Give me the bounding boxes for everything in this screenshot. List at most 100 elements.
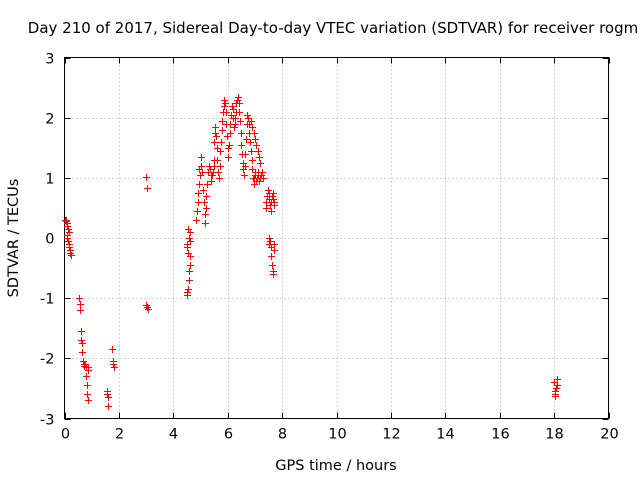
- data-point: [211, 139, 218, 146]
- data-point: [252, 136, 259, 143]
- data-point: [269, 262, 276, 269]
- data-point: [201, 199, 208, 206]
- data-point: [144, 185, 151, 192]
- data-point: [84, 391, 91, 398]
- data-point: [230, 106, 237, 113]
- data-point: [64, 223, 71, 230]
- data-point: [208, 178, 215, 185]
- data-point: [110, 361, 117, 368]
- data-point: [219, 127, 226, 134]
- x-tick-label: 6: [224, 427, 233, 443]
- data-point: [222, 100, 229, 107]
- data-point: [78, 337, 85, 344]
- data-point: [241, 172, 248, 179]
- data-point: [259, 169, 266, 176]
- data-point: [227, 130, 234, 137]
- data-point: [212, 130, 219, 137]
- data-point: [104, 391, 111, 398]
- data-point: [195, 199, 202, 206]
- x-axis-label: GPS time / hours: [275, 458, 396, 474]
- data-point: [194, 208, 201, 215]
- data-point: [225, 145, 232, 152]
- data-point: [248, 118, 255, 125]
- data-point: [213, 133, 220, 140]
- data-point: [143, 174, 150, 181]
- data-point: [223, 109, 230, 116]
- x-tick-label: 18: [545, 427, 563, 443]
- y-axis-label: SDTVAR / TECUs: [6, 179, 22, 298]
- data-point: [196, 166, 203, 173]
- y-tick-labels: -3 -2 -1 0 1 2 3: [40, 52, 54, 429]
- data-point: [232, 115, 239, 122]
- data-point: [554, 376, 561, 383]
- data-point: [256, 154, 263, 161]
- y-tick-label: -3: [40, 413, 54, 429]
- data-point: [224, 133, 231, 140]
- data-point: [219, 118, 226, 125]
- data-point: [268, 253, 275, 260]
- data-point: [84, 382, 91, 389]
- data-point: [245, 115, 252, 122]
- data-point: [105, 394, 112, 401]
- data-point: [214, 145, 221, 152]
- x-tick-label: 12: [382, 427, 400, 443]
- data-point: [196, 181, 203, 188]
- data-points: [62, 94, 561, 410]
- chart-title: Day 210 of 2017, Sidereal Day-to-day VTE…: [28, 19, 638, 37]
- data-point: [253, 142, 260, 149]
- data-point: [255, 148, 262, 155]
- data-point: [211, 163, 218, 170]
- data-point: [111, 364, 118, 371]
- data-point: [214, 157, 221, 164]
- data-point: [85, 397, 92, 404]
- data-point: [271, 247, 278, 254]
- y-tick-label: -2: [40, 352, 54, 368]
- data-point: [269, 193, 276, 200]
- data-point: [226, 142, 233, 149]
- data-point: [199, 169, 206, 176]
- data-point: [236, 100, 243, 107]
- data-point: [257, 160, 264, 167]
- data-point: [217, 148, 224, 155]
- x-tick-label: 0: [61, 427, 70, 443]
- data-point: [78, 328, 85, 335]
- data-point: [242, 163, 249, 170]
- data-point: [216, 175, 223, 182]
- data-point: [270, 190, 277, 197]
- x-tick-label: 10: [328, 427, 346, 443]
- data-point: [203, 205, 210, 212]
- x-tick-label: 8: [278, 427, 287, 443]
- data-point: [212, 124, 219, 131]
- data-point: [186, 277, 193, 284]
- data-point: [64, 235, 71, 242]
- data-point: [109, 346, 116, 353]
- data-point: [186, 268, 193, 275]
- data-point: [202, 211, 209, 218]
- data-point: [185, 286, 192, 293]
- x-tick-label: 16: [491, 427, 509, 443]
- y-tick-label: 0: [45, 232, 54, 248]
- data-point: [63, 218, 70, 225]
- x-tick-label: 4: [169, 427, 178, 443]
- data-point: [187, 262, 194, 269]
- data-point: [243, 136, 250, 143]
- data-point: [238, 130, 245, 137]
- data-point: [551, 379, 558, 386]
- data-point: [68, 252, 75, 259]
- data-point: [65, 238, 72, 245]
- data-point: [193, 217, 200, 224]
- data-point: [268, 208, 275, 215]
- data-point: [266, 235, 273, 242]
- data-point: [248, 148, 255, 155]
- data-point: [238, 142, 245, 149]
- data-point: [258, 172, 265, 179]
- data-point: [554, 382, 561, 389]
- data-point: [187, 238, 194, 245]
- data-point: [221, 103, 228, 110]
- data-point: [236, 109, 243, 116]
- data-point: [65, 226, 72, 233]
- data-point: [66, 229, 73, 236]
- data-point: [203, 193, 210, 200]
